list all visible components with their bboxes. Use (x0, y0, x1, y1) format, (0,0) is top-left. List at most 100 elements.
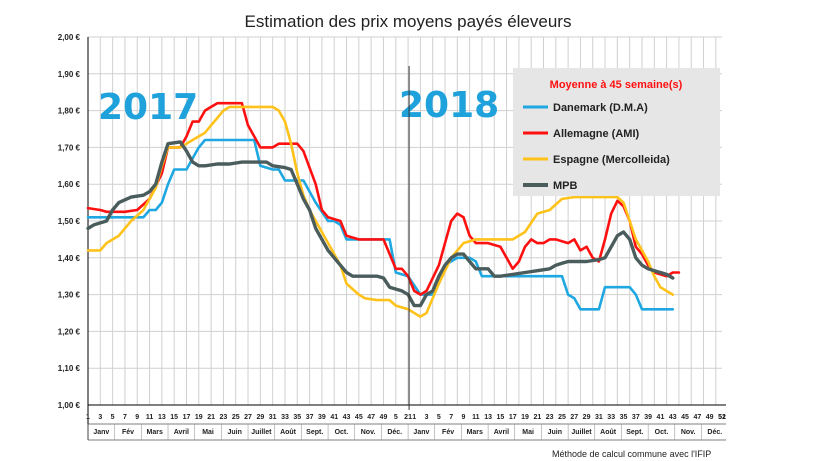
week-tick-label: 21 (404, 414, 412, 421)
week-tick-label: 11 (146, 414, 154, 421)
week-tick-label: 45 (355, 414, 363, 421)
week-tick-label: 5 (437, 414, 441, 421)
week-tick-label: 31 (269, 414, 277, 421)
week-tick-label: 51 (718, 414, 726, 421)
month-label: Mars (467, 429, 483, 436)
week-tick-label: 17 (509, 414, 517, 421)
year-label-2017: 2017 (98, 87, 198, 128)
week-tick-label: 13 (484, 414, 492, 421)
week-tick-label: 5 (394, 414, 398, 421)
week-tick-label: 1 (86, 414, 90, 421)
month-label: Sept. (626, 429, 643, 436)
y-tick-label: 1,10 € (58, 364, 81, 373)
month-label: Janv (413, 429, 429, 436)
month-label: Nov. (361, 429, 376, 436)
legend-label: Danemark (D.M.A) (553, 102, 648, 114)
chart-title: Estimation des prix moyens payés éleveur… (245, 12, 572, 31)
week-tick-label: 15 (497, 414, 505, 421)
month-label: Août (600, 429, 617, 436)
week-tick-label: 43 (343, 414, 351, 421)
y-tick-label: 1,40 € (58, 254, 81, 263)
month-label: Avril (174, 429, 189, 436)
week-tick-label: 25 (232, 414, 240, 421)
week-tick-label: 9 (135, 414, 139, 421)
y-tick-label: 2,00 € (58, 33, 81, 42)
week-tick-label: 37 (306, 414, 314, 421)
series-line-mpb (86, 140, 675, 308)
legend: Moyenne à 45 semaine(s) Danemark (D.M.A)… (513, 68, 720, 196)
week-tick-label: 29 (583, 414, 591, 421)
week-tick-label: 17 (183, 414, 191, 421)
week-tick-label: 41 (330, 414, 338, 421)
y-tick-label: 1,80 € (58, 107, 81, 116)
week-tick-label: 33 (281, 414, 289, 421)
month-label: Déc. (387, 429, 402, 436)
week-tick-label: 37 (632, 414, 640, 421)
month-label: Janv (93, 429, 109, 436)
week-tick-label: 21 (533, 414, 541, 421)
legend-label: Allemagne (AMI) (553, 128, 640, 140)
y-tick-label: 1,70 € (58, 143, 81, 152)
legend-title: Moyenne à 45 semaine(s) (550, 79, 683, 91)
month-label: Juillet (571, 429, 592, 436)
week-tick-label: 31 (595, 414, 603, 421)
month-label: Sept. (306, 429, 323, 436)
footnote: Méthode de calcul commune avec l'IFIP (552, 449, 711, 459)
week-tick-label: 23 (220, 414, 228, 421)
legend-items: Danemark (D.M.A) Allemagne (AMI) Espagne (… (523, 102, 670, 192)
week-tick-label: 52 (718, 414, 726, 421)
week-tick-label: 39 (644, 414, 652, 421)
month-label: Déc. (707, 429, 722, 436)
week-tick-label: 7 (123, 414, 127, 421)
month-label: Avril (494, 429, 509, 436)
y-tick-label: 1,00 € (58, 401, 81, 410)
month-label: Mai (522, 429, 534, 436)
week-tick-label: 45 (681, 414, 689, 421)
y-tick-label: 1,30 € (58, 291, 81, 300)
series-line-danemark-d-m-a (86, 138, 675, 311)
series-lines (86, 101, 681, 318)
legend-label: Espagne (Mercolleida) (553, 154, 670, 166)
week-tick-label: 19 (521, 414, 529, 421)
y-tick-label: 1,50 € (58, 217, 81, 226)
week-tick-label: 7 (449, 414, 453, 421)
week-tick-label: 39 (318, 414, 326, 421)
month-label: Juin (228, 429, 242, 436)
week-tick-label: 43 (669, 414, 677, 421)
month-label: Août (280, 429, 297, 436)
month-label: Mars (147, 429, 163, 436)
year-label-2018: 2018 (399, 85, 499, 126)
week-tick-label: 11 (472, 414, 480, 421)
week-tick-label: 49 (380, 414, 388, 421)
month-label: Mai (202, 429, 214, 436)
week-tick-label: 25 (558, 414, 566, 421)
y-tick-label: 1,60 € (58, 180, 81, 189)
week-tick-label: 3 (98, 414, 102, 421)
legend-label: MPB (553, 180, 578, 192)
week-tick-label: 47 (693, 414, 701, 421)
y-tick-label: 1,90 € (58, 70, 81, 79)
x-axis: 1 3 5 7 9 11 13 15 17 19 21 23 25 27 29 31 33 35 37 39 41 43 4… (86, 37, 726, 441)
week-tick-label: 33 (607, 414, 615, 421)
week-tick-label: 41 (657, 414, 665, 421)
week-tick-label: 15 (170, 414, 178, 421)
week-tick-label: 27 (570, 414, 578, 421)
week-tick-label: 35 (293, 414, 301, 421)
week-tick-label: 27 (244, 414, 252, 421)
week-tick-label: 9 (462, 414, 466, 421)
week-tick-label: 19 (195, 414, 203, 421)
week-tick-label: 5 (111, 414, 115, 421)
week-tick-label: 35 (620, 414, 628, 421)
month-label: Oct. (655, 429, 669, 436)
y-axis-ticks: 1,00 € 1,10 € 1,20 € 1,30 € 1,40 € 1,50 € 1,60… (58, 33, 81, 410)
month-label: Fév (122, 429, 134, 436)
week-tick-label: 47 (367, 414, 375, 421)
month-label: Juin (548, 429, 562, 436)
week-tick-label: 3 (425, 414, 429, 421)
week-tick-label: 29 (256, 414, 264, 421)
month-label: Fév (442, 429, 454, 436)
y-tick-label: 1,20 € (58, 327, 81, 336)
month-label: Nov. (681, 429, 696, 436)
week-tick-label: 21 (207, 414, 215, 421)
